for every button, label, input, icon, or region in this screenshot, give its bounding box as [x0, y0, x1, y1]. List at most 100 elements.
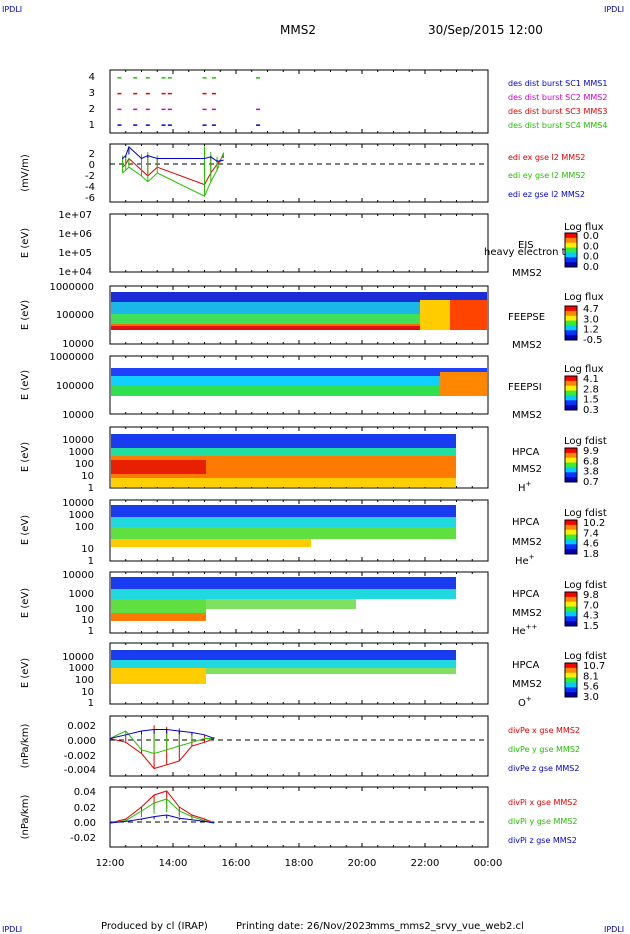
eis-ytick: 1e+05 — [58, 248, 92, 259]
hpca-h-sc: MMS2 — [512, 464, 542, 475]
feepse-spectrogram — [111, 292, 487, 302]
colorbar-frame — [564, 591, 578, 627]
burst-legend-1: des dist burst SC1 MMS1 — [508, 79, 607, 88]
feepse-cb-title: Log flux — [564, 292, 604, 303]
colorbar-stop — [565, 390, 577, 396]
colorbar-stop — [565, 472, 577, 478]
feepse-spectrogram — [111, 326, 487, 330]
feepsi-ytick: 1000000 — [49, 352, 94, 363]
hpca-he-cb-title: Log fdist — [564, 508, 607, 519]
divpe-panel: 0.002 0.000 -0.002 -0.004 (nPa/km) divPe… — [20, 715, 580, 777]
hpca-he-spectrogram — [111, 527, 456, 539]
hpca-hepp-spectrogram — [111, 589, 456, 599]
hpca-he-ytick: 100 — [75, 522, 94, 533]
divpe-ytick: -0.004 — [64, 765, 96, 776]
colorbar-stop — [565, 549, 577, 555]
time-tick: 20:00 — [348, 858, 377, 869]
burst-legend-4: des dist burst SC4 MMS4 — [508, 121, 607, 130]
hpca-h-cb-title: Log fdist — [564, 436, 607, 447]
colorbar-stop — [565, 262, 577, 268]
colorbar-stop — [565, 663, 577, 669]
corner-label-bl: IPDLI — [2, 925, 22, 934]
feepse-spectrogram — [111, 314, 487, 324]
colorbar-stop — [565, 592, 577, 598]
colorbar-tick: -0.5 — [583, 335, 603, 346]
footer-printing-date: Printing date: 26/Nov/2023 — [236, 921, 371, 932]
colorbar-stop — [565, 257, 577, 263]
colorbar-stop — [565, 672, 577, 679]
edi-ytick: 0 — [89, 160, 95, 171]
feepsi-spectrogram — [111, 386, 487, 396]
colorbar-stop — [565, 534, 577, 540]
colorbar-tick: 9.8 — [583, 590, 599, 601]
colorbar-tick: 0.0 — [583, 252, 599, 263]
hpca-he-ytick: 1000 — [69, 510, 94, 521]
edi-frame — [109, 143, 489, 203]
colorbar-stop — [565, 621, 577, 627]
hpca-h-ytick: 10000 — [62, 435, 94, 446]
colorbar-stop — [565, 477, 577, 483]
eis-overlay-text: heavy electron to — [484, 247, 572, 258]
colorbar-tick: 4.6 — [583, 539, 599, 550]
feepse-ytick: 100000 — [56, 310, 94, 321]
hpca-o-spectrogram — [111, 650, 456, 660]
colorbar-tick: 2.8 — [583, 384, 599, 395]
colorbar-stop — [565, 252, 577, 258]
hpca-o-ytick: 1000 — [69, 663, 94, 674]
hpca-hepp-ytick: 100 — [75, 604, 94, 615]
hpca-h-spectrogram — [111, 460, 206, 474]
hpca-hepp-name: HPCA — [512, 589, 540, 600]
hpca-hepp-spectrogram — [111, 599, 206, 613]
corner-label-tr: IPDLI — [604, 5, 624, 14]
feepse-ytick: 10000 — [62, 339, 94, 350]
hpca-h-spectrogram — [111, 434, 456, 448]
colorbar-stop — [565, 315, 577, 322]
series-line — [109, 730, 214, 755]
colorbar-stop — [565, 524, 577, 531]
colorbar-stop — [565, 616, 577, 622]
hpca-he-species: He+ — [515, 553, 535, 567]
eis-ylabel: E (eV) — [20, 228, 31, 258]
edi-ytick: -4 — [85, 182, 95, 193]
divpi-legend-y: divPi y gse MMS2 — [508, 817, 577, 826]
colorbar-tick: 4.3 — [583, 611, 599, 622]
colorbar-frame — [564, 375, 578, 411]
hpca-h-ytick: 1 — [88, 483, 94, 494]
divpe-legend-x: divPe x gse MMS2 — [508, 726, 580, 735]
colorbar-tick: 0.0 — [583, 241, 599, 252]
colorbar-stop — [565, 601, 577, 608]
colorbar-tick: 9.9 — [583, 446, 599, 457]
feepse-sc: MMS2 — [512, 340, 542, 351]
spacecraft-title: MMS2 — [280, 23, 316, 37]
colorbar-tick: 0.0 — [583, 262, 599, 273]
hpca-he-spectrogram — [111, 539, 311, 547]
colorbar-stop — [565, 520, 577, 526]
hpca-he-sc: MMS2 — [512, 537, 542, 548]
hpca-hepp-spectrogram — [206, 599, 356, 609]
colorbar-stop — [565, 462, 577, 468]
colorbar-stop — [565, 233, 577, 239]
colorbar-tick: 1.5 — [583, 621, 599, 632]
divpe-legend-z: divPe z gse MMS2 — [508, 764, 579, 773]
divpi-ytick: 0.04 — [74, 787, 96, 798]
hpca-hepp-cb-title: Log fdist — [564, 580, 607, 591]
burst-ytick: 3 — [89, 88, 95, 99]
colorbar-stop — [565, 677, 577, 683]
hpca-o-ylabel: E (eV) — [20, 658, 31, 688]
divpi-ytick: -0.02 — [70, 833, 96, 844]
divpe-legend-y: divPe y gse MMS2 — [508, 745, 580, 754]
colorbar-stop — [565, 448, 577, 454]
burst-panel: 4 3 2 1 des dist burst SC1 MMS1 des dist… — [89, 69, 607, 134]
feepse-spectrogram — [111, 302, 487, 314]
colorbar-tick: 6.8 — [583, 456, 599, 467]
burst-ytick: 4 — [89, 72, 95, 83]
edi-ytick: -2 — [85, 171, 95, 182]
feepsi-spectrogram — [111, 376, 487, 386]
edi-ytick: -6 — [85, 193, 95, 204]
colorbar-stop — [565, 539, 577, 545]
edi-legend-z: edi ez gse l2 MMS2 — [508, 190, 585, 199]
colorbar-stop — [565, 385, 577, 392]
feepsi-spectrogram — [440, 372, 487, 396]
corner-label-tl: IPDLI — [2, 5, 22, 14]
